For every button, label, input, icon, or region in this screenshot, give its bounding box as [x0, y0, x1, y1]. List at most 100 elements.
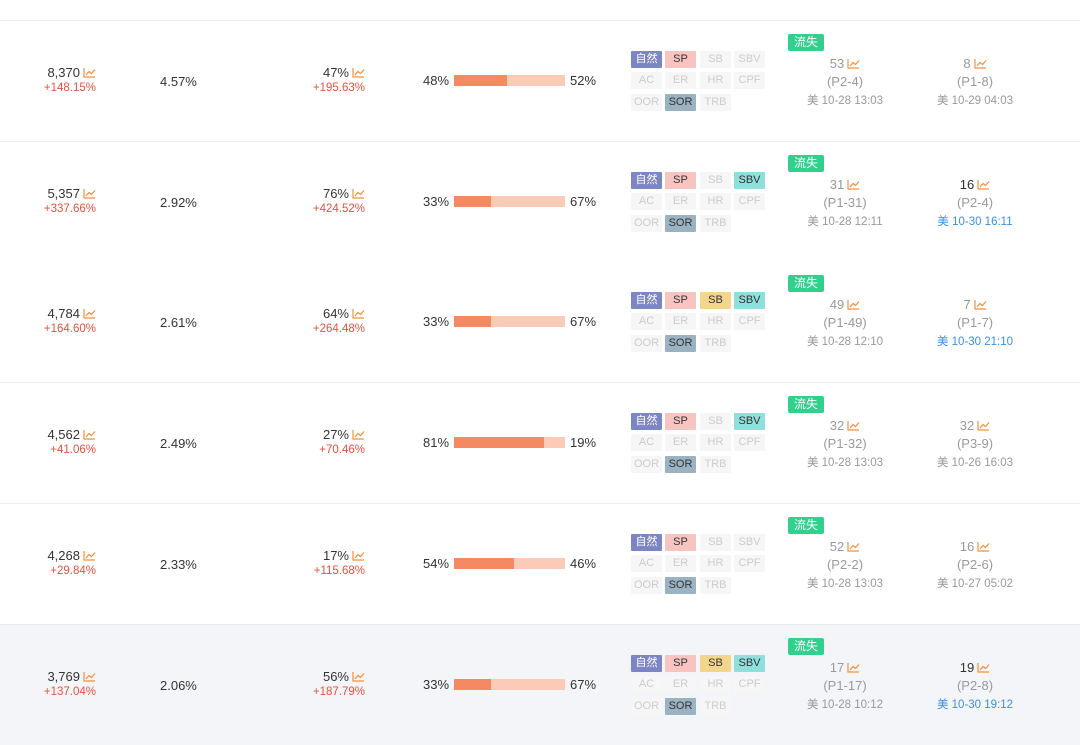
tag-trb: TRB — [700, 456, 731, 473]
tag-er: ER — [665, 676, 696, 693]
search-volume: 4,268 — [47, 548, 80, 563]
tag-ziran: 自然 — [631, 51, 662, 68]
trend-chart-icon[interactable] — [977, 179, 990, 190]
tag-sb: SB — [700, 292, 731, 309]
click-share-cell: 76% +424.52% — [280, 186, 365, 216]
rank-number: 16 — [959, 177, 975, 192]
trend-chart-icon[interactable] — [974, 58, 987, 69]
trend-chart-icon[interactable] — [83, 67, 96, 78]
trend-chart-icon[interactable] — [847, 299, 860, 310]
rank-current: 7 (P1-7) 美 10-30 21:10 — [920, 297, 1030, 350]
trend-chart-icon[interactable] — [83, 188, 96, 199]
trend-chart-icon[interactable] — [83, 429, 96, 440]
search-volume: 5,357 — [47, 186, 80, 201]
trend-chart-icon[interactable] — [352, 550, 365, 561]
rank-previous: 53 (P2-4) 美 10-28 13:03 — [790, 56, 900, 109]
rank-date: 美 10-28 13:03 — [806, 95, 884, 107]
trend-chart-icon[interactable] — [83, 671, 96, 682]
tag-ziran: 自然 — [631, 534, 662, 551]
rank-previous: 32 (P1-32) 美 10-28 13:03 — [790, 418, 900, 471]
search-volume-change: +148.15% — [43, 82, 96, 94]
click-share-change: +115.68% — [313, 565, 365, 577]
ad-type-tags: 自然 SP SB SBV AC ER HR CPF OOR SOR TRB — [631, 534, 766, 596]
ratio-bar-fill — [454, 436, 545, 448]
rank-date[interactable]: 美 10-30 21:10 — [936, 336, 1014, 348]
search-volume-cell: 5,357 +337.66% — [20, 186, 96, 216]
rank-current: 19 (P2-8) 美 10-30 19:12 — [920, 660, 1030, 713]
search-volume-cell: 4,562 +41.06% — [20, 427, 96, 457]
tag-ac: AC — [631, 676, 662, 693]
ratio-bar — [454, 195, 566, 207]
tag-sor: SOR — [665, 456, 696, 473]
ratio-right-label: 67% — [570, 313, 597, 329]
search-volume-change: +164.60% — [43, 323, 96, 335]
rank-date[interactable]: 美 10-30 16:11 — [937, 216, 1013, 228]
tag-oor: OOR — [631, 215, 662, 232]
rank-page-position: (P1-8) — [956, 74, 994, 89]
traffic-ratio: 81% 19% — [423, 434, 596, 450]
trend-chart-icon[interactable] — [974, 299, 987, 310]
rank-current: 8 (P1-8) 美 10-29 04:03 — [920, 56, 1030, 109]
table-row: 5,357 +337.66% 2.92% 76% +424.52% 33% 67% 自然 SP S… — [0, 142, 1080, 263]
table-row: 8,370 +148.15% 4.57% 47% +195.63% 48% 52% 自然 SP S… — [0, 21, 1080, 142]
trend-chart-icon[interactable] — [847, 541, 860, 552]
search-volume: 3,769 — [47, 669, 80, 684]
click-share-change: +195.63% — [312, 82, 365, 94]
rank-number: 53 — [829, 56, 845, 71]
trend-chart-icon[interactable] — [977, 662, 990, 673]
click-share-change: +424.52% — [312, 203, 365, 215]
ad-type-tags: 自然 SP SB SBV AC ER HR CPF OOR SOR TRB — [631, 655, 766, 717]
rank-page-position: (P1-7) — [956, 315, 994, 330]
trend-chart-icon[interactable] — [83, 308, 96, 319]
trend-chart-icon[interactable] — [352, 67, 365, 78]
rank-date: 美 10-28 10:12 — [806, 699, 884, 711]
rank-number: 8 — [963, 56, 971, 71]
tag-sbv: SBV — [734, 534, 765, 551]
trend-chart-icon[interactable] — [847, 179, 860, 190]
trend-chart-icon[interactable] — [352, 429, 365, 440]
rank-date: 美 10-28 12:10 — [806, 336, 884, 348]
ratio-right-label: 19% — [570, 434, 597, 450]
tag-hr: HR — [700, 555, 731, 572]
trend-chart-icon[interactable] — [83, 550, 96, 561]
table-row: 4,784 +164.60% 2.61% 64% +264.48% 33% 67% 自然 SP S… — [0, 262, 1080, 383]
tag-sb: SB — [700, 172, 731, 189]
tag-sp: SP — [665, 655, 696, 672]
tag-trb: TRB — [700, 335, 731, 352]
rank-page-position: (P2-2) — [826, 557, 864, 572]
click-share-cell: 64% +264.48% — [280, 306, 365, 336]
table-row: 4,268 +29.84% 2.33% 17% +115.68% 54% 46% 自然 SP SB… — [0, 504, 1080, 625]
search-volume-cell: 4,268 +29.84% — [20, 548, 96, 578]
rank-number: 19 — [959, 660, 975, 675]
tag-ziran: 自然 — [631, 655, 662, 672]
tag-oor: OOR — [631, 577, 662, 594]
ratio-bar — [454, 678, 566, 690]
rank-number: 17 — [829, 660, 845, 675]
trend-chart-icon[interactable] — [352, 308, 365, 319]
click-share-cell: 56% +187.79% — [280, 669, 365, 699]
search-volume-change: +337.66% — [43, 203, 96, 215]
share-value: 4.57% — [160, 74, 197, 89]
tag-sbv: SBV — [734, 413, 765, 430]
ratio-left-label: 48% — [423, 72, 450, 88]
trend-chart-icon[interactable] — [977, 420, 990, 431]
search-volume: 8,370 — [47, 65, 80, 80]
rank-previous: 52 (P2-2) 美 10-28 13:03 — [790, 539, 900, 592]
tag-sor: SOR — [665, 215, 696, 232]
trend-chart-icon[interactable] — [847, 662, 860, 673]
trend-chart-icon[interactable] — [847, 420, 860, 431]
rank-date[interactable]: 美 10-30 19:12 — [936, 699, 1014, 711]
trend-chart-icon[interactable] — [847, 58, 860, 69]
trend-chart-icon[interactable] — [352, 671, 365, 682]
ratio-left-label: 33% — [423, 313, 450, 329]
tag-er: ER — [665, 555, 696, 572]
tag-er: ER — [665, 434, 696, 451]
ratio-bar — [454, 315, 566, 327]
tag-er: ER — [665, 313, 696, 330]
trend-chart-icon[interactable] — [977, 541, 990, 552]
rank-page-position: (P1-17) — [823, 678, 867, 693]
table-row: 4,562 +41.06% 2.49% 27% +70.46% 81% 19% 自然 SP SB S… — [0, 383, 1080, 504]
trend-chart-icon[interactable] — [352, 188, 365, 199]
tag-sb: SB — [700, 51, 731, 68]
tag-sbv: SBV — [734, 655, 765, 672]
